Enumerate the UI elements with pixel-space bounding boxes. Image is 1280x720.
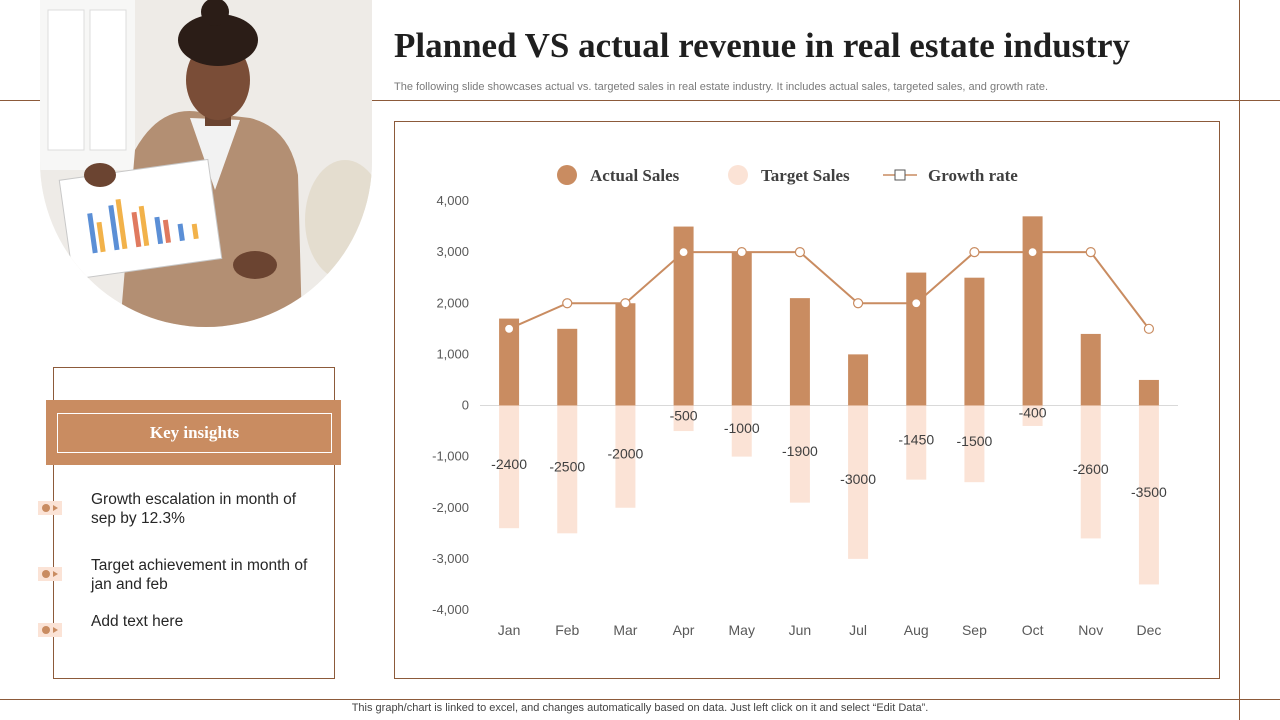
target-data-label: -2600 (1073, 461, 1109, 477)
growth-rate-point (678, 247, 689, 258)
growth-rate-point (503, 323, 515, 334)
insight-item: Target achievement in month of jan and f… (38, 557, 328, 611)
target-sales-bar (673, 405, 694, 432)
legend-marker (557, 165, 577, 185)
page-subtitle: The following slide showcases actual vs.… (394, 81, 1049, 93)
actual-sales-bar (1022, 216, 1043, 406)
right-rule (1239, 0, 1240, 720)
insight-text: Target achievement in month of jan and f… (91, 557, 308, 593)
target-data-label: -1500 (957, 433, 993, 449)
actual-sales-bar (615, 303, 636, 406)
target-data-label: -2000 (608, 446, 644, 462)
target-data-label: -400 (1019, 405, 1047, 421)
top-rule-left (0, 100, 40, 101)
target-data-label: -1450 (898, 432, 934, 448)
insight-text: Growth escalation in month of sep by 12.… (91, 491, 297, 527)
legend-label: Actual Sales (590, 166, 680, 185)
top-rule-right (372, 100, 1280, 101)
growth-rate-point (736, 247, 747, 258)
x-tick-label: Aug (904, 622, 929, 638)
x-tick-label: Apr (673, 622, 695, 638)
actual-sales-bar (848, 354, 869, 406)
legend-label: Target Sales (761, 166, 850, 185)
growth-rate-point (1143, 323, 1155, 334)
bullet-icon (38, 501, 62, 515)
actual-sales-bar (1138, 379, 1159, 406)
x-tick-label: Jun (789, 622, 812, 638)
actual-sales-bar (964, 277, 985, 406)
target-sales-bar (906, 405, 927, 480)
target-sales-bar (1080, 405, 1101, 539)
growth-rate-point (969, 247, 980, 258)
sales-chart[interactable]: -4,000 -3,000 -2,000 -1,000 0 1,000 2,000 3,000… (395, 122, 1221, 680)
target-sales-bar (615, 405, 636, 508)
x-tick-label: Mar (613, 622, 637, 638)
actual-sales-bar (557, 328, 578, 406)
growth-rate-point (911, 298, 922, 309)
x-tick-label: Jul (849, 622, 867, 638)
x-tick-label: Feb (555, 622, 579, 638)
bullet-icon (38, 567, 62, 581)
y-tick-label: 1,000 (436, 346, 469, 361)
bullet-icon (38, 623, 62, 637)
y-tick-label: -3,000 (432, 551, 469, 566)
growth-rate-point (1085, 247, 1096, 258)
actual-sales-bar (673, 226, 694, 406)
target-sales-bar (731, 405, 752, 457)
target-sales-bar (557, 405, 578, 534)
footer-note: This graph/chart is linked to excel, and… (351, 702, 929, 714)
target-sales-bar (1138, 405, 1159, 585)
growth-rate-line (508, 251, 1150, 330)
target-sales-bar (789, 405, 810, 503)
target-data-label: -1900 (782, 443, 818, 459)
target-data-label: -3500 (1131, 484, 1167, 500)
actual-sales-bar (731, 252, 752, 406)
growth-rate-point (562, 298, 573, 309)
insight-text: Add text here (91, 613, 184, 630)
bottom-rule (0, 699, 1280, 700)
x-tick-label: Sep (962, 622, 987, 638)
insight-item: Add text here (38, 613, 328, 667)
presenter-photo (40, 0, 372, 327)
target-sales-bar (848, 405, 869, 559)
growth-rate-point (794, 247, 806, 258)
y-tick-label: 0 (462, 398, 469, 413)
target-sales-bar (1022, 405, 1043, 426)
insights-title: Key insights (57, 413, 332, 453)
target-data-label: -2500 (549, 458, 585, 474)
page-title: Planned VS actual revenue in real estate… (394, 26, 1130, 65)
actual-sales-bar (1080, 333, 1101, 406)
x-tick-label: Nov (1078, 622, 1103, 638)
y-tick-label: -4,000 (432, 602, 469, 617)
growth-rate-point (1027, 247, 1038, 258)
legend-marker (894, 169, 906, 181)
actual-sales-bar (499, 318, 520, 406)
growth-rate-point (620, 298, 631, 309)
target-data-label: -500 (670, 407, 698, 423)
target-data-label: -1000 (724, 420, 760, 436)
y-tick-label: 3,000 (436, 244, 469, 259)
y-tick-label: 2,000 (436, 295, 469, 310)
chart-container[interactable]: -4,000 -3,000 -2,000 -1,000 0 1,000 2,000 3,000… (394, 121, 1220, 679)
x-tick-label: Oct (1022, 622, 1044, 638)
y-tick-label: 4,000 (436, 193, 469, 208)
y-tick-label: -1,000 (432, 449, 469, 464)
x-tick-label: Jan (498, 622, 521, 638)
x-tick-label: Dec (1136, 622, 1161, 638)
target-data-label: -2400 (491, 456, 527, 472)
actual-sales-bar (906, 272, 927, 406)
legend-marker (728, 165, 748, 185)
y-tick-label: -2,000 (432, 500, 469, 515)
legend-label: Growth rate (928, 166, 1018, 185)
actual-sales-bar (789, 298, 810, 406)
insights-header: Key insights (46, 400, 341, 465)
insight-item: Growth escalation in month of sep by 12.… (38, 491, 328, 545)
growth-rate-point (852, 298, 864, 309)
target-sales-bar (499, 405, 520, 529)
target-data-label: -3000 (840, 471, 876, 487)
x-tick-label: May (729, 622, 755, 638)
target-sales-bar (964, 405, 985, 483)
